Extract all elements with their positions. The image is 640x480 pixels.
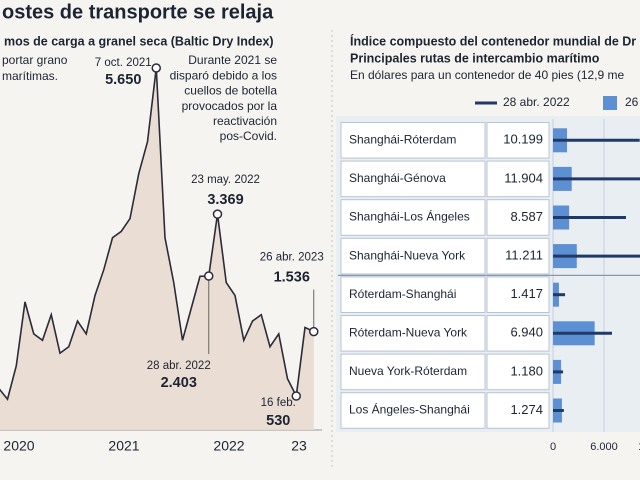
- legend-label: 28 abr. 2022: [503, 95, 570, 109]
- note: disparó debido a los: [170, 68, 277, 82]
- value-label: 1.180: [510, 363, 543, 378]
- x-tick-label: 2022: [213, 438, 244, 454]
- annotation-value: 5.650: [105, 72, 141, 88]
- x-tick-label: 2020: [3, 438, 34, 454]
- line: [0, 67, 315, 401]
- annotation-marker: [309, 326, 319, 337]
- row-name-cell: [340, 315, 486, 352]
- annotation-date: 26 abr. 2023: [260, 252, 324, 264]
- x-tick-label: 12.000: [638, 441, 640, 453]
- side-text: portar grano: [2, 53, 68, 67]
- row-name-cell: [340, 199, 486, 236]
- row-name-cell: [340, 160, 486, 198]
- route-label: Nueva York-Róterdam: [349, 364, 467, 378]
- route-label: Shanghái-Los Ángeles: [349, 209, 470, 224]
- annotation-date: 7 oct. 2021: [95, 57, 152, 69]
- side-text: marítimas.: [2, 69, 58, 83]
- row-name-cell: [340, 353, 486, 391]
- note: cuellos de botella: [184, 84, 277, 98]
- row-name-cell: [340, 122, 486, 159]
- route-label: Shanghái-Nueva York: [349, 248, 466, 262]
- row-value-cell: [486, 315, 550, 352]
- row-value-cell: [486, 353, 550, 391]
- legend-label: 26: [625, 95, 639, 109]
- route-label: Shanghái-Róterdam: [349, 132, 456, 146]
- value-label: 8.587: [510, 209, 543, 224]
- row-value-cell: [486, 160, 550, 198]
- x-tick-label: 2021: [108, 438, 139, 454]
- row-value-cell: [486, 199, 550, 236]
- value-label: 6.940: [510, 325, 543, 340]
- value-label: 11.211: [505, 248, 543, 263]
- title: ostes de transporte se relaja: [2, 1, 274, 23]
- annotation-value: 3.369: [207, 192, 243, 208]
- annotation-marker: [151, 63, 161, 73]
- annotation-value: 1.536: [274, 269, 310, 285]
- row-value-cell: [486, 276, 550, 313]
- annotation-value: 530: [266, 413, 290, 429]
- route-label: Shanghái-Génova: [349, 171, 446, 185]
- annotation-date: 28 abr. 2022: [147, 360, 211, 372]
- annotation-value: 2.403: [161, 375, 197, 391]
- area: [0, 68, 314, 430]
- right-title: Índice compuesto del contenedor mundial …: [350, 33, 636, 48]
- row-name-cell: [340, 276, 486, 313]
- unit-note: En dólares para un contenedor de 40 pies…: [350, 68, 625, 82]
- row-value-cell: [486, 392, 550, 429]
- row-value-cell: [486, 237, 550, 275]
- x-tick-label: 23: [291, 438, 307, 454]
- note: provocados por la: [182, 99, 278, 113]
- value-label: 10.199: [503, 132, 543, 147]
- note: Durante 2021 se: [188, 53, 277, 67]
- route-label: Róterdam-Shanghái: [349, 287, 456, 301]
- row-value-cell: [486, 122, 550, 159]
- annotation-date: 16 feb.: [261, 397, 296, 409]
- legend-swatch: [603, 96, 617, 110]
- x-tick-label: 0: [550, 441, 556, 453]
- x-tick-label: 6.000: [590, 441, 618, 453]
- note: pos-Covid.: [220, 129, 277, 143]
- row-name-cell: [340, 392, 486, 429]
- annotation-marker: [204, 271, 214, 281]
- row-name-cell: [340, 237, 486, 275]
- annotation-marker: [291, 391, 301, 401]
- route-label: Róterdam-Nueva York: [349, 325, 468, 339]
- value-label: 1.274: [510, 402, 543, 417]
- annotation-date: 23 may. 2022: [191, 174, 260, 186]
- note: reactivación: [213, 114, 277, 128]
- annotation-marker: [212, 209, 223, 219]
- subtitle: mos de carga a granel seca (Baltic Dry I…: [4, 34, 274, 48]
- right-subtitle: Principales rutas de intercambio marítim…: [350, 51, 600, 65]
- value-label: 11.904: [504, 170, 543, 185]
- route-label: Los Ángeles-Shanghái: [349, 402, 470, 417]
- value-label: 1.417: [510, 286, 543, 301]
